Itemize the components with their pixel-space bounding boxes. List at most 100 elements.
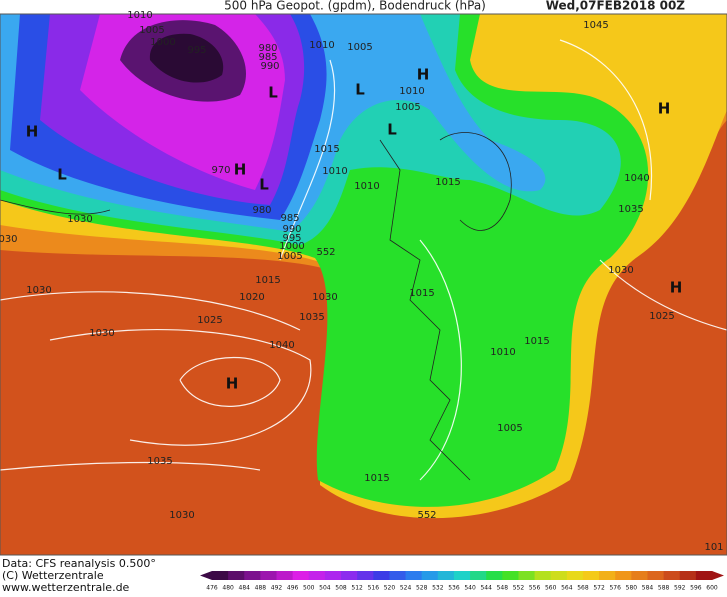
isobar-label: 1000 (150, 37, 175, 48)
colorbar-swatch (373, 571, 390, 580)
colorbar-swatch (631, 571, 648, 580)
colorbar-label: 512 (351, 585, 363, 592)
pressure-center: L (259, 176, 269, 194)
colorbar-label: 476 (206, 585, 218, 592)
pressure-center: L (355, 81, 365, 99)
isobar-label: 1030 (608, 265, 633, 276)
colorbar-label: 488 (255, 585, 267, 592)
isobar-label: 1015 (409, 288, 434, 299)
isobar-label: 1025 (649, 311, 674, 322)
isobar-label: 995 (282, 233, 301, 244)
isobar-label: 1015 (435, 177, 460, 188)
isobar-label: 101 (704, 542, 723, 553)
pressure-center: L (268, 84, 278, 102)
isobar-label: 1015 (364, 473, 389, 484)
colorbar-swatch (679, 571, 697, 580)
colorbar-swatch (341, 571, 358, 580)
colorbar-swatch (405, 571, 423, 580)
colorbar-label: 516 (368, 585, 380, 592)
colorbar-swatch (647, 571, 665, 580)
isobar-label: 1035 (618, 204, 643, 215)
pressure-center: H (26, 123, 39, 141)
colorbar-swatch (421, 571, 439, 580)
isobar-label: 1040 (269, 340, 294, 351)
isobar-label: 1005 (277, 251, 302, 262)
colorbar-label: 544 (480, 585, 492, 592)
isobar-label: 1030 (312, 292, 337, 303)
colorbar-swatch (389, 571, 407, 580)
isobar-label: 1010 (309, 40, 334, 51)
colorbar-swatch (244, 571, 261, 580)
pressure-center: H (417, 66, 430, 84)
isobar-label: 980 (252, 205, 271, 216)
footer-url: www.wetterzentrale.de (2, 581, 130, 593)
colorbar-label: 568 (577, 585, 589, 592)
pressure-center: H (658, 100, 671, 118)
colorbar-arrow (712, 571, 724, 580)
colorbar-swatch (663, 571, 681, 580)
isobar-label: 985 (258, 52, 277, 63)
colorbar-swatch (615, 571, 632, 580)
isobar-label: 1030 (89, 328, 114, 339)
colorbar-swatch (486, 571, 503, 580)
colorbar-label: 532 (432, 585, 444, 592)
colorbar-label: 580 (626, 585, 638, 592)
colorbar-swatch (534, 571, 552, 580)
pressure-center: L (57, 166, 67, 184)
colorbar-label: 584 (642, 585, 654, 592)
isobar-label: 1030 (169, 510, 194, 521)
isobar-label: 030 (0, 234, 18, 245)
isobar-label: 970 (211, 165, 230, 176)
isobar-label: 990 (260, 61, 279, 72)
colorbar-swatch (582, 571, 600, 580)
colorbar-label: 484 (239, 585, 251, 592)
colorbar-swatch (599, 571, 616, 580)
isobar-label: 1005 (139, 25, 164, 36)
colorbar-label: 600 (706, 585, 718, 592)
isobar-label: 1035 (299, 312, 324, 323)
colorbar-label: 508 (335, 585, 347, 592)
colorbar: 476 480 484 488 492 496 500 504 508 512 516 520 524 5… (200, 571, 724, 592)
colorbar-label: 552 (513, 585, 525, 592)
colorbar-label: 596 (690, 585, 702, 592)
colorbar-swatch (695, 571, 713, 580)
colorbar-swatch (453, 571, 471, 580)
isobar-label: 1030 (26, 285, 51, 296)
isobar-label: 1005 (395, 102, 420, 113)
colorbar-label: 520 (384, 585, 396, 592)
isobar-label: 1030 (67, 214, 92, 225)
colorbar-label: 588 (658, 585, 670, 592)
isobar-label: 1045 (583, 20, 608, 31)
colorbar-label: 528 (416, 585, 428, 592)
isobar-label: 1010 (127, 10, 152, 21)
colorbar-swatch (470, 571, 487, 580)
colorbar-swatch (276, 571, 294, 580)
colorbar-label: 524 (400, 585, 412, 592)
colorbar-label: 556 (529, 585, 541, 592)
colorbar-label: 572 (593, 585, 605, 592)
colorbar-label: 500 (303, 585, 315, 592)
isobar-label: 552 (316, 247, 335, 258)
isobar-label: 1010 (399, 86, 424, 97)
colorbar-swatch (357, 571, 374, 580)
colorbar-swatch (324, 571, 342, 580)
pressure-center: H (670, 279, 683, 297)
colorbar-swatch (566, 571, 584, 580)
colorbar-label: 496 (287, 585, 299, 592)
colorbar-swatch (228, 571, 245, 580)
pressure-center: L (387, 121, 397, 139)
colorbar-label: 536 (448, 585, 460, 592)
isobar-label: 1010 (490, 347, 515, 358)
colorbar-swatch (502, 571, 519, 580)
colorbar-label: 540 (464, 585, 476, 592)
isobar-label: 552 (417, 510, 436, 521)
colorbar-swatch (308, 571, 326, 580)
colorbar-label: 480 (222, 585, 234, 592)
pressure-center: H (226, 375, 239, 393)
colorbar-swatch (550, 571, 568, 580)
colorbar-swatch (292, 571, 310, 580)
colorbar-label: 564 (561, 585, 573, 592)
pressure-center: H (234, 161, 247, 179)
colorbar-swatch (437, 571, 455, 580)
